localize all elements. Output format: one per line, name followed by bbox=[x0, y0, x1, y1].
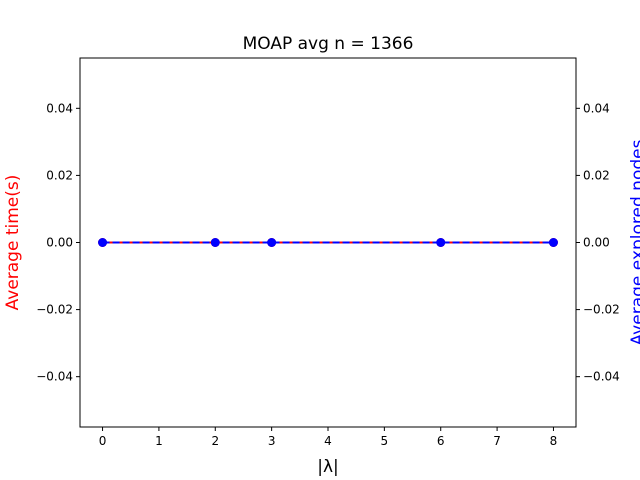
x-tick-label: 2 bbox=[211, 434, 219, 448]
x-tick-label: 0 bbox=[99, 434, 107, 448]
right-y-tick-label: 0.00 bbox=[583, 236, 610, 250]
right-y-tick-label: −0.04 bbox=[583, 370, 620, 384]
nodes-series-point bbox=[267, 238, 277, 247]
right-y-tick-label: 0.04 bbox=[583, 101, 610, 115]
series-layer bbox=[98, 238, 558, 247]
right-y-tick-label: −0.02 bbox=[583, 303, 620, 317]
x-axis-label: |λ| bbox=[317, 457, 339, 477]
left-y-tick-label: 0.00 bbox=[46, 236, 73, 250]
left-y-axis-ticks: −0.04 −0.02 0.00 0.02 0.04 bbox=[36, 101, 80, 384]
nodes-series-point bbox=[548, 238, 558, 247]
x-tick-label: 5 bbox=[381, 434, 389, 448]
left-y-tick-label: −0.04 bbox=[36, 370, 73, 384]
nodes-series-point bbox=[210, 238, 220, 247]
right-y-axis-label: Average explored nodes bbox=[628, 139, 640, 345]
x-axis-ticks: 0 1 2 3 4 5 6 7 8 bbox=[99, 427, 558, 448]
right-y-axis-ticks: −0.04 −0.02 0.00 0.02 0.04 bbox=[576, 101, 620, 384]
x-tick-label: 1 bbox=[155, 434, 163, 448]
left-y-tick-label: −0.02 bbox=[36, 303, 73, 317]
left-y-axis-label: Average time(s) bbox=[3, 175, 23, 311]
x-tick-label: 7 bbox=[493, 434, 501, 448]
right-y-tick-label: 0.02 bbox=[583, 168, 610, 182]
x-tick-label: 4 bbox=[324, 434, 332, 448]
chart-title: MOAP avg n = 1366 bbox=[243, 34, 414, 54]
x-tick-label: 8 bbox=[550, 434, 558, 448]
x-tick-label: 3 bbox=[268, 434, 276, 448]
left-y-tick-label: 0.04 bbox=[46, 101, 73, 115]
nodes-series-point bbox=[436, 238, 446, 247]
nodes-series-point bbox=[98, 238, 108, 247]
left-y-tick-label: 0.02 bbox=[46, 168, 73, 182]
x-tick-label: 6 bbox=[437, 434, 445, 448]
